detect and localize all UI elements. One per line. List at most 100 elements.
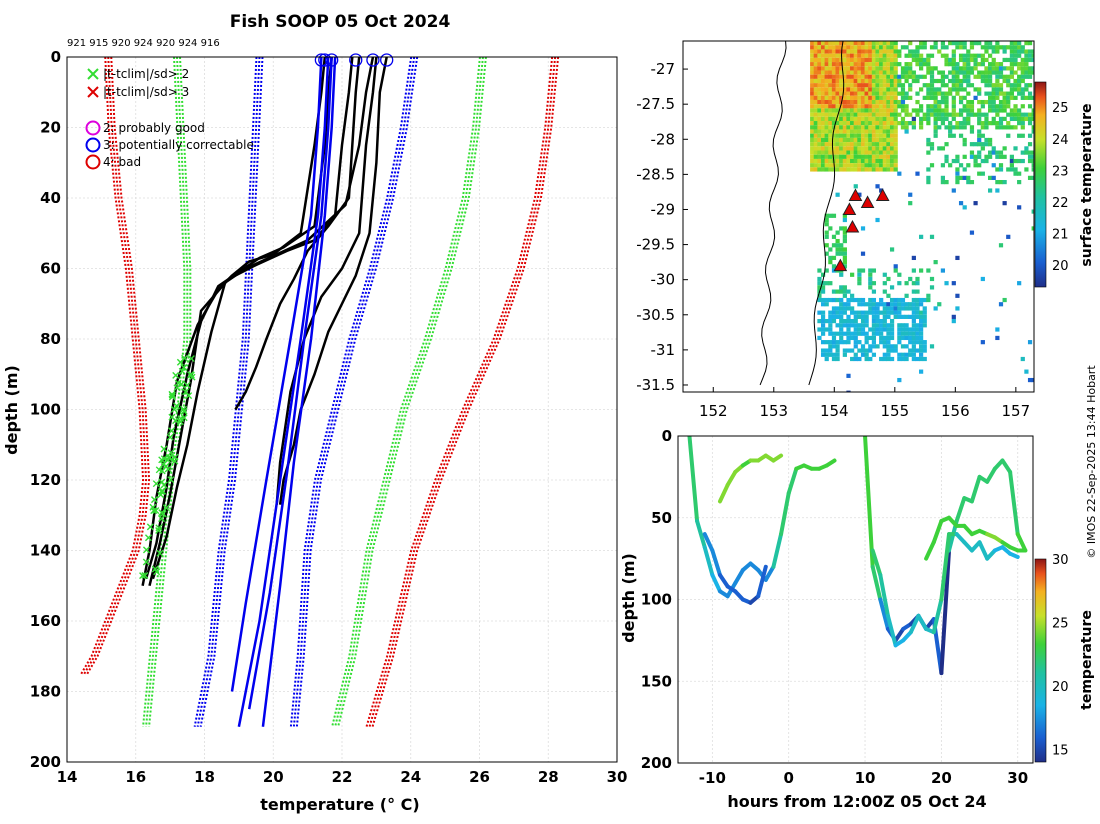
sst-pixel: [813, 53, 818, 58]
sst-pixel: [868, 53, 873, 58]
sst-pixel: [864, 310, 869, 315]
sst-pixel: [995, 83, 1000, 88]
sst-pixel: [831, 57, 837, 63]
sst-pixel: [911, 125, 916, 130]
sst-pixel: [908, 95, 913, 100]
sst-pixel: [824, 62, 829, 67]
sst-pixel: [868, 108, 873, 113]
sst-pixel: [1006, 78, 1011, 84]
sst-pixel: [820, 129, 826, 134]
sst-pixel: [820, 116, 826, 122]
sst-pixel: [1020, 158, 1025, 164]
sst-pixel: [853, 323, 858, 328]
sst-pixel: [886, 335, 891, 341]
sst-pixel: [900, 125, 906, 130]
sst-pixel: [846, 314, 851, 319]
chart-title: Fish SOOP 05 Oct 2024: [230, 12, 451, 32]
sst-pixel: [998, 154, 1004, 159]
sst-pixel: [1009, 49, 1014, 54]
sst-pixel: [933, 306, 938, 311]
sst-pixel: [886, 62, 891, 67]
sst-pixel: [850, 272, 855, 277]
sst-pixel: [1031, 57, 1034, 63]
sst-pixel: [831, 49, 837, 54]
sst-pixel: [977, 74, 982, 79]
sst-pixel: [875, 95, 880, 100]
flag-marker: [172, 371, 180, 379]
sst-pixel: [860, 302, 866, 307]
flag-marker: [162, 504, 170, 512]
sst-pixel: [889, 158, 895, 164]
sst-pixel: [853, 163, 858, 168]
sst-pixel: [850, 318, 855, 324]
sst-pixel: [933, 91, 938, 96]
sst-pixel: [889, 142, 895, 147]
sst-pixel: [900, 344, 906, 349]
sst-pixel: [926, 53, 931, 58]
sst-pixel: [824, 112, 829, 117]
sst-pixel: [828, 340, 833, 345]
sst-pixel: [893, 57, 898, 63]
sst-pixel: [991, 121, 996, 126]
sst-pixel: [897, 99, 902, 105]
sst-pixel: [835, 150, 840, 155]
sst-pixel: [886, 158, 891, 164]
sst-pixel: [944, 154, 949, 159]
x-tick-label: 30: [607, 768, 628, 786]
sst-pixel: [810, 167, 815, 172]
flag-marker: [183, 381, 191, 389]
sst-pixel: [933, 260, 938, 265]
track-segment: [687, 436, 700, 524]
left-y-axis-label: depth (m): [2, 365, 21, 455]
sst-pixel: [864, 154, 869, 159]
sst-pixel: [810, 53, 815, 58]
sst-pixel: [1031, 125, 1034, 130]
sst-pixel: [868, 133, 873, 138]
sst-pixel: [828, 95, 833, 100]
sst-pixel: [820, 125, 826, 130]
track-segment: [1008, 551, 1020, 559]
sst-pixel: [850, 78, 855, 84]
sst-pixel: [831, 87, 837, 92]
sst-pixel: [897, 331, 902, 336]
sst-pixel: [871, 62, 877, 67]
sst-pixel: [1002, 108, 1007, 113]
sst-pixel: [951, 314, 956, 319]
sst-pixel: [1024, 70, 1029, 75]
sst-pixel: [882, 91, 887, 96]
sst-pixel: [991, 146, 996, 151]
sst-pixel: [940, 108, 946, 113]
sst-pixel: [886, 83, 891, 88]
y-tick-label: 0: [51, 48, 61, 66]
flag-marker: [178, 367, 186, 375]
sst-pixel: [886, 150, 891, 155]
sst-pixel: [991, 70, 996, 75]
flag-marker: [187, 355, 195, 363]
sst-pixel: [969, 99, 975, 105]
sst-pixel: [817, 57, 822, 63]
sst-pixel: [940, 179, 946, 185]
sst-pixel: [820, 146, 826, 151]
sst-pixel: [995, 91, 1000, 96]
temperature-colorbar: [1034, 558, 1047, 763]
sst-pixel: [984, 45, 989, 50]
sst-pixel: [919, 62, 924, 67]
sst-pixel: [919, 327, 924, 332]
sst-pixel: [955, 171, 960, 176]
track-segment: [771, 453, 784, 463]
sst-pixel: [955, 112, 960, 117]
sst-pixel: [828, 104, 833, 109]
sst-pixel: [864, 352, 869, 357]
sst-pixel: [889, 167, 895, 172]
sst-pixel: [860, 95, 866, 100]
sst-pixel: [839, 133, 844, 138]
sst-pixel: [1017, 62, 1022, 67]
sst-pixel: [850, 83, 855, 88]
sst-pixel: [991, 66, 996, 71]
sst-pixel: [860, 142, 866, 147]
sst-pixel: [853, 95, 858, 100]
sst-pixel: [820, 323, 826, 328]
sst-pixel: [1013, 158, 1018, 164]
sst-pixel: [871, 167, 877, 172]
sst-pixel: [1031, 66, 1034, 71]
